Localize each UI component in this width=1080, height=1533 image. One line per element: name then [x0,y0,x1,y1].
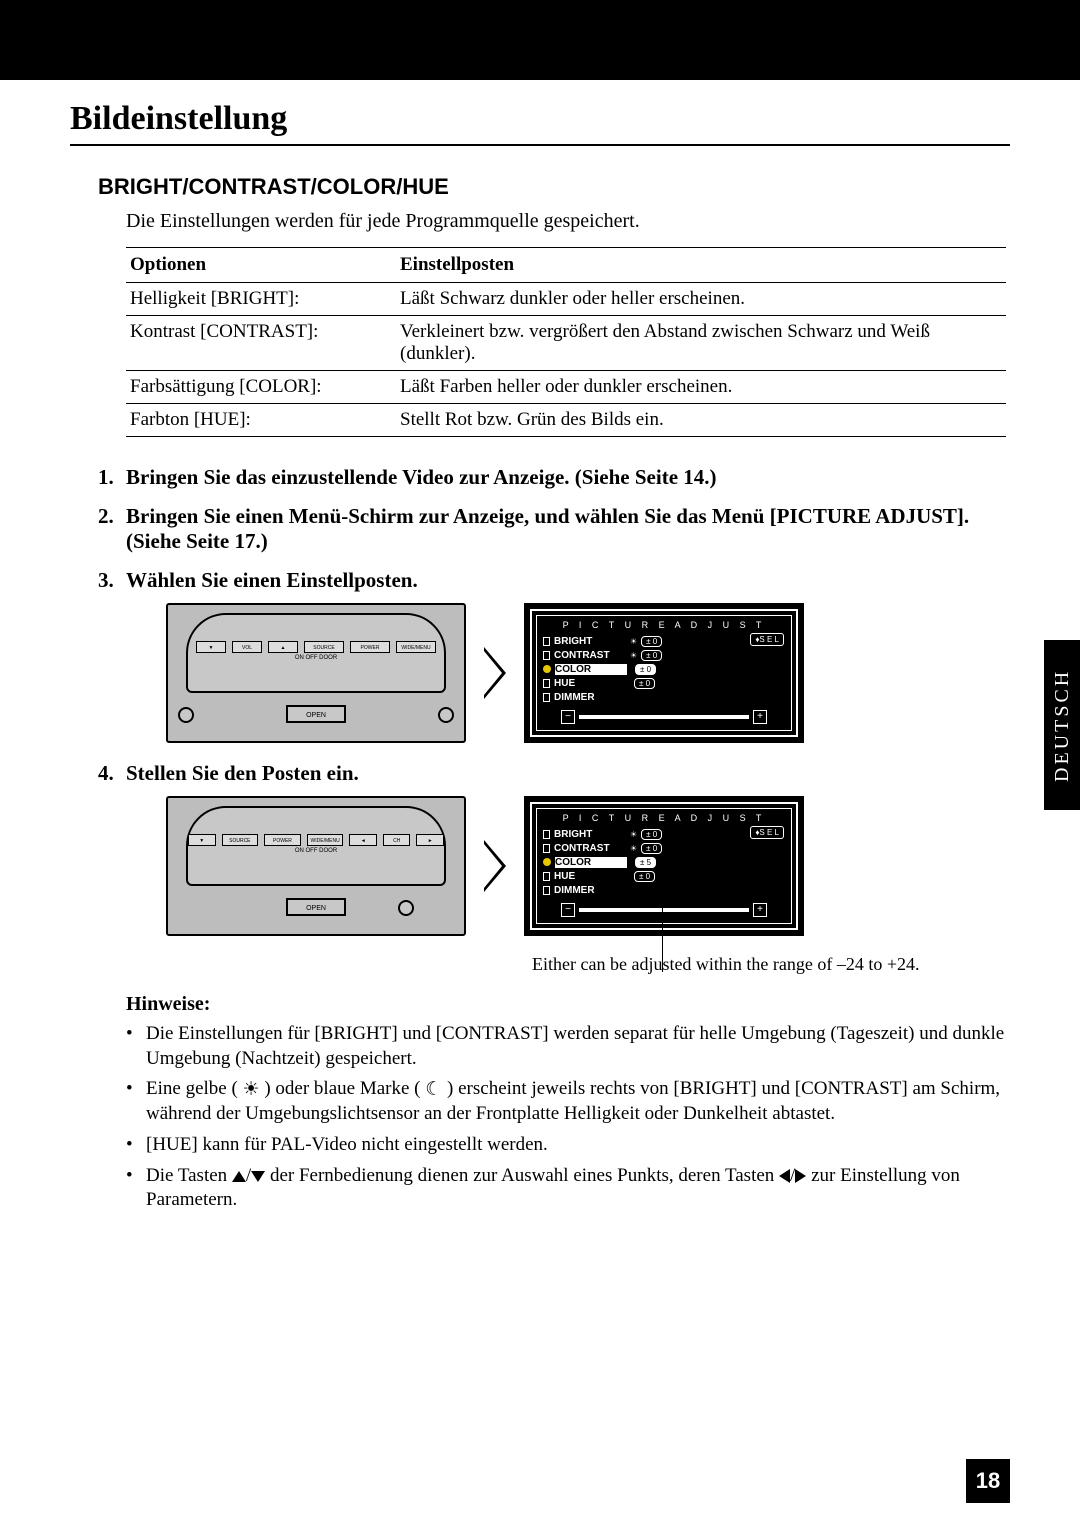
device-source: SOURCE [304,641,344,653]
steps-list: Bringen Sie das einzustellende Video zur… [98,465,1010,975]
cell: Läßt Schwarz dunkler oder heller erschei… [396,283,1006,316]
hinweis-item: Die Einstellungen für [BRIGHT] und [CONT… [126,1022,1010,1071]
osd-row-hue-2: HUE± 0 [543,869,785,883]
callout-line [662,856,663,972]
hinweis-2a: Eine gelbe ( [146,1078,238,1099]
device-top-panel-2: ▼ SOURCE POWER WIDE/MENU ◄ CH ► ON OFF D… [186,806,446,886]
intro-text: Die Einstellungen werden für jede Progra… [126,210,1010,233]
device-wide-2: WIDE/MENU [307,834,344,846]
hinweis-item: Eine gelbe ( ☀ ) oder blaue Marke ( ☾ ) … [126,1077,1010,1127]
table-row: Kontrast [CONTRAST]:Verkleinert bzw. ver… [126,316,1006,371]
triangle-up-icon [232,1171,246,1182]
hinweise-heading: Hinweise: [126,993,1010,1016]
table-row: Helligkeit [BRIGHT]:Läßt Schwarz dunkler… [126,283,1006,316]
step-4: Stellen Sie den Posten ein. ▼ SOURCE POW… [98,761,1010,975]
device-ch-label: CH [383,834,411,846]
figure-caption: Either can be adjusted within the range … [532,954,1032,975]
cell: Verkleinert bzw. vergrößert den Abstand … [396,316,1006,371]
cell: Läßt Farben heller oder dunkler erschein… [396,371,1006,404]
device-open-button: OPEN [286,705,346,723]
osd-row-contrast-2: CONTRAST☀± 0 [543,841,785,855]
hinweis-4a: Die Tasten [146,1165,232,1186]
osd-slider-2: −+ [543,903,785,917]
device-screw-left-2 [398,900,414,916]
hinweise-list: Die Einstellungen für [BRIGHT] und [CONT… [126,1022,1010,1213]
osd-row-dimmer-2: DIMMER [543,883,785,897]
osd-sel-badge-2: ♦S E L [750,826,784,839]
device-screw-right [438,707,454,723]
cell: Stellt Rot bzw. Grün des Bilds ein. [396,404,1006,437]
table-header-row: Optionen Einstellposten [126,248,1006,283]
device-power-2: POWER [264,834,301,846]
cell: Kontrast [CONTRAST]: [126,316,396,371]
cell: Farbton [HUE]: [126,404,396,437]
device-vol-up: ▲ [268,641,298,653]
step-2: Bringen Sie einen Menü-Schirm zur Anzeig… [98,504,1010,554]
triangle-right-icon [795,1169,806,1183]
device-vol-down-2: ▼ [188,834,216,846]
moon-icon: ☾ [425,1078,442,1103]
osd-sel-badge: ♦S E L [750,633,784,646]
osd-row-bright-2: BRIGHT☀± 0 [543,827,785,841]
device-source-2: SOURCE [222,834,259,846]
device-illustration: ▼ VOL ▲ SOURCE POWER WIDE/MENU ON OFF DO… [166,603,466,743]
cell: Helligkeit [BRIGHT]: [126,283,396,316]
osd-row-hue: HUE± 0 [543,676,785,690]
options-table: Optionen Einstellposten Helligkeit [BRIG… [126,247,1006,437]
language-tab: DEUTSCH [1044,640,1080,810]
device-ch-right: ► [416,834,444,846]
osd-row-dimmer: DIMMER [543,690,785,704]
osd-row-color-selected-2: COLOR± 5 [543,855,785,869]
table-row: Farbton [HUE]:Stellt Rot bzw. Grün des B… [126,404,1006,437]
device-on-off-door-2: ON OFF DOOR [295,848,337,854]
top-black-bar [0,0,1080,80]
hinweis-4b: der Fernbedienung dienen zur Auswahl ein… [270,1165,779,1186]
step-4-text: Stellen Sie den Posten ein. [126,761,359,785]
osd-menu-2: P I C T U R E A D J U S T ♦S E L BRIGHT☀… [524,796,804,936]
osd-slider: −+ [543,710,785,724]
osd-row-contrast: CONTRAST☀± 0 [543,648,785,662]
page-number: 18 [966,1459,1010,1503]
step-1: Bringen Sie das einzustellende Video zur… [98,465,1010,490]
device-ch-left: ◄ [349,834,377,846]
hinweis-item: Die Tasten / der Fernbedienung dienen zu… [126,1164,1010,1213]
section-heading: BRIGHT/CONTRAST/COLOR/HUE [98,174,1010,200]
osd-title: P I C T U R E A D J U S T [543,620,785,630]
step-3-text: Wählen Sie einen Einstellposten. [126,568,418,592]
table-row: Farbsättigung [COLOR]:Läßt Farben heller… [126,371,1006,404]
device-power: POWER [350,641,390,653]
osd-menu-1: P I C T U R E A D J U S T ♦S E L BRIGHT☀… [524,603,804,743]
table-head-einstellposten: Einstellposten [396,248,1006,283]
page-title: Bildeinstellung [70,100,1010,146]
device-on-off-door: ON OFF DOOR [295,655,337,661]
device-top-panel: ▼ VOL ▲ SOURCE POWER WIDE/MENU ON OFF DO… [186,613,446,693]
osd-row-bright: BRIGHT☀± 0 [543,634,785,648]
hinweis-item: [HUE] kann für PAL-Video nicht eingestel… [126,1133,1010,1158]
chevron-icon-2 [484,840,506,892]
osd-row-color-selected: COLOR± 0 [543,662,785,676]
device-vol-down: ▼ [196,641,226,653]
device-vol-label: VOL [232,641,262,653]
chevron-icon [484,647,506,699]
osd-title-2: P I C T U R E A D J U S T [543,813,785,823]
device-wide: WIDE/MENU [396,641,436,653]
figure-row-2: ▼ SOURCE POWER WIDE/MENU ◄ CH ► ON OFF D… [166,796,1010,936]
triangle-down-icon [251,1171,265,1182]
cell: Farbsättigung [COLOR]: [126,371,396,404]
sun-icon: ☀ [243,1078,260,1103]
table-head-optionen: Optionen [126,248,396,283]
device-open-button-2: OPEN [286,898,346,916]
figure-row-1: ▼ VOL ▲ SOURCE POWER WIDE/MENU ON OFF DO… [166,603,1010,743]
hinweis-2b: ) oder blaue Marke ( [264,1078,420,1099]
device-illustration-2: ▼ SOURCE POWER WIDE/MENU ◄ CH ► ON OFF D… [166,796,466,936]
step-3: Wählen Sie einen Einstellposten. ▼ VOL ▲… [98,568,1010,743]
page-content: Bildeinstellung BRIGHT/CONTRAST/COLOR/HU… [0,80,1080,1213]
device-screw-left [178,707,194,723]
triangle-left-icon [779,1169,790,1183]
